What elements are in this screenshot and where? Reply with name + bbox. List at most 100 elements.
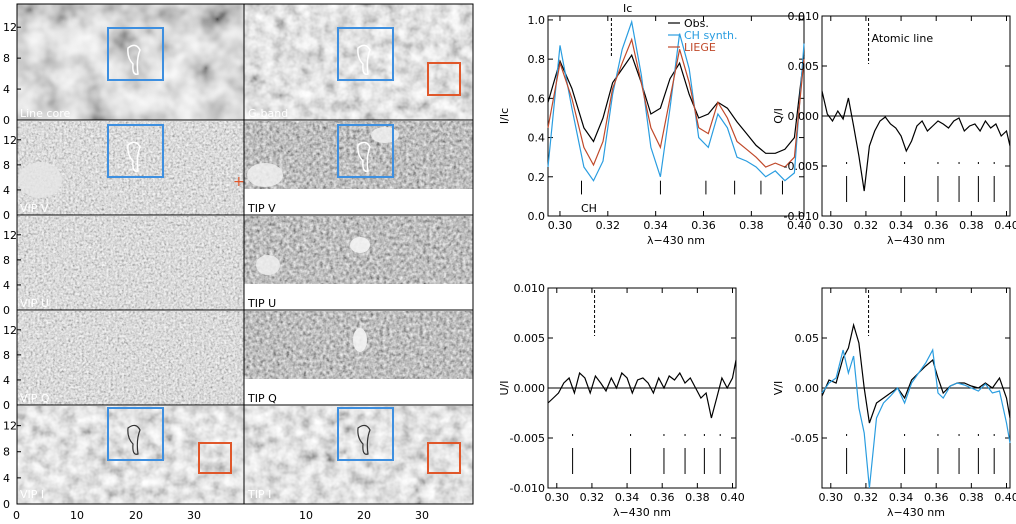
x-tick-label: 0.34 (889, 491, 914, 504)
series-obs (547, 359, 737, 419)
y-tick-label: 4 (3, 184, 10, 197)
x-axis-label: λ−430 nm (613, 506, 671, 519)
label-vip-v: VIP V (20, 202, 49, 215)
y-tick-label: 0.2 (528, 171, 546, 184)
bright-patch (353, 328, 367, 352)
x-tick-label: 10 (299, 509, 313, 522)
y-tick-label: 8 (3, 159, 10, 172)
y-tick-label: -0.05 (791, 432, 819, 445)
label-tip-v: TIP V (247, 202, 276, 215)
y-tick-label: 4 (3, 374, 10, 387)
y-tick-label: 12 (3, 420, 17, 433)
x-tick-label: 0.38 (739, 219, 764, 232)
chart-stokes-Q: 0.30 0.32 0.34 0.36 0.38 0.40-0.010-0.0050.00… (772, 10, 1016, 247)
panel-vip-q (17, 311, 244, 405)
label-tip-i: TIP I (247, 488, 271, 501)
x-tick-label: 0.36 (924, 219, 949, 232)
x-tick-label: 0.32 (580, 491, 605, 504)
panel-tip-v-blank (244, 189, 473, 215)
y-tick-label: -0.005 (510, 432, 545, 445)
y-tick-label: 8 (3, 349, 10, 362)
label-tip-q: TIP Q (247, 392, 277, 405)
series-obs (821, 90, 1011, 192)
panel-vip-i (17, 406, 244, 504)
y-tick-label: 0.4 (528, 132, 546, 145)
x-tick-label: 0.30 (548, 219, 573, 232)
x-tick-label: 0.40 (994, 491, 1016, 504)
panel-tip-u-blank (244, 284, 473, 310)
y-tick-label: 8 (3, 52, 10, 65)
x-tick-label: 0.38 (959, 219, 984, 232)
blue-boxes (107, 27, 394, 461)
y-tick-label: -0.005 (784, 160, 819, 173)
legend-entry: CH synth. (684, 29, 737, 42)
y-tick-label: 0.010 (514, 282, 546, 295)
atomic-line-label: Atomic line (872, 32, 934, 45)
label-vip-u: VIP U (20, 297, 49, 310)
label-vip-i: VIP I (20, 488, 44, 501)
y-tick-label: 0 (3, 209, 10, 222)
ch-annotation: CH (581, 202, 597, 215)
series-obs (821, 322, 1011, 424)
x-tick-label: 0.36 (691, 219, 716, 232)
y-tick-label: 4 (3, 279, 10, 292)
y-tick-label: 12 (3, 21, 17, 34)
y-tick-label: -0.010 (510, 482, 545, 495)
image-grid: + Line core VIP V VIP U VIP Q VIP I G-ba… (3, 3, 474, 522)
y-tick-label: 1.0 (528, 14, 546, 27)
x-axis-label: λ−430 nm (887, 234, 945, 247)
y-tick-label: 4 (3, 472, 10, 485)
y-tick-label: 0.010 (788, 10, 820, 23)
x-tick-label: 0.32 (854, 491, 879, 504)
panel-tip-i (244, 406, 473, 504)
y-tick-label: 8 (3, 446, 10, 459)
label-tip-u: TIP U (247, 297, 276, 310)
grid-x-ticks: 0 10 20 30 10 20 30 (13, 509, 429, 522)
x-tick-label: 0.30 (545, 491, 570, 504)
x-tick-label: 0.40 (787, 219, 812, 232)
x-tick-label: 10 (70, 509, 84, 522)
y-tick-label: 0.005 (514, 332, 546, 345)
stokes-plots: 0.30 0.32 0.34 0.36 0.38 0.40 0.0 0.2 0.4 0.6 0.8 1… (498, 2, 1016, 519)
red-boxes (198, 62, 461, 474)
contours-dark (127, 424, 371, 455)
y-axis-label: V/I (772, 381, 785, 395)
y-tick-label: 0 (3, 304, 10, 317)
x-tick-label: 0.32 (854, 219, 879, 232)
bright-patch (371, 127, 399, 143)
y-tick-label: 0 (3, 399, 10, 412)
contours (127, 44, 371, 173)
x-tick-label: 0.38 (959, 491, 984, 504)
x-tick-label: 20 (129, 509, 143, 522)
label-vip-q: VIP Q (20, 392, 50, 405)
grid-frame (16, 3, 474, 505)
y-tick-label: 0.0 (528, 210, 546, 223)
x-tick-label: 0.34 (889, 219, 914, 232)
x-tick-label: 0.38 (685, 491, 710, 504)
legend-entry: LIEGE (684, 41, 716, 54)
y-tick-label: 0.05 (795, 332, 820, 345)
x-tick-label: 20 (357, 509, 371, 522)
label-g-band: G-band (248, 107, 288, 120)
series-ch-synth (821, 348, 1011, 489)
y-tick-label: -0.010 (784, 210, 819, 223)
y-tick-label: 4 (3, 83, 10, 96)
y-tick-label: 0.8 (528, 53, 546, 66)
legend-entry: Obs. (684, 17, 709, 30)
y-axis-label: I/Ic (498, 108, 511, 124)
y-tick-label: 0.000 (788, 110, 820, 123)
label-line-core: Line core (20, 107, 70, 120)
bright-patch (18, 162, 62, 198)
x-tick-label: 0 (13, 509, 20, 522)
x-tick-label: 30 (415, 509, 429, 522)
y-tick-label: 0.000 (514, 382, 546, 395)
chart-stokes-I: 0.30 0.32 0.34 0.36 0.38 0.40 0.0 0.2 0.4 0.6 0.8 1… (498, 2, 811, 247)
bright-patch (256, 255, 280, 275)
y-axis-label: U/I (498, 380, 511, 395)
y-tick-label: 0 (3, 498, 10, 511)
y-tick-label: 0.005 (788, 60, 820, 73)
x-tick-label: 0.36 (650, 491, 675, 504)
x-tick-label: 0.40 (994, 219, 1016, 232)
row-y-ticks: 0 4 8 12 0 4 8 12 0 4 8 12 0 4 8 12 0 4 8 12 (3, 21, 21, 511)
